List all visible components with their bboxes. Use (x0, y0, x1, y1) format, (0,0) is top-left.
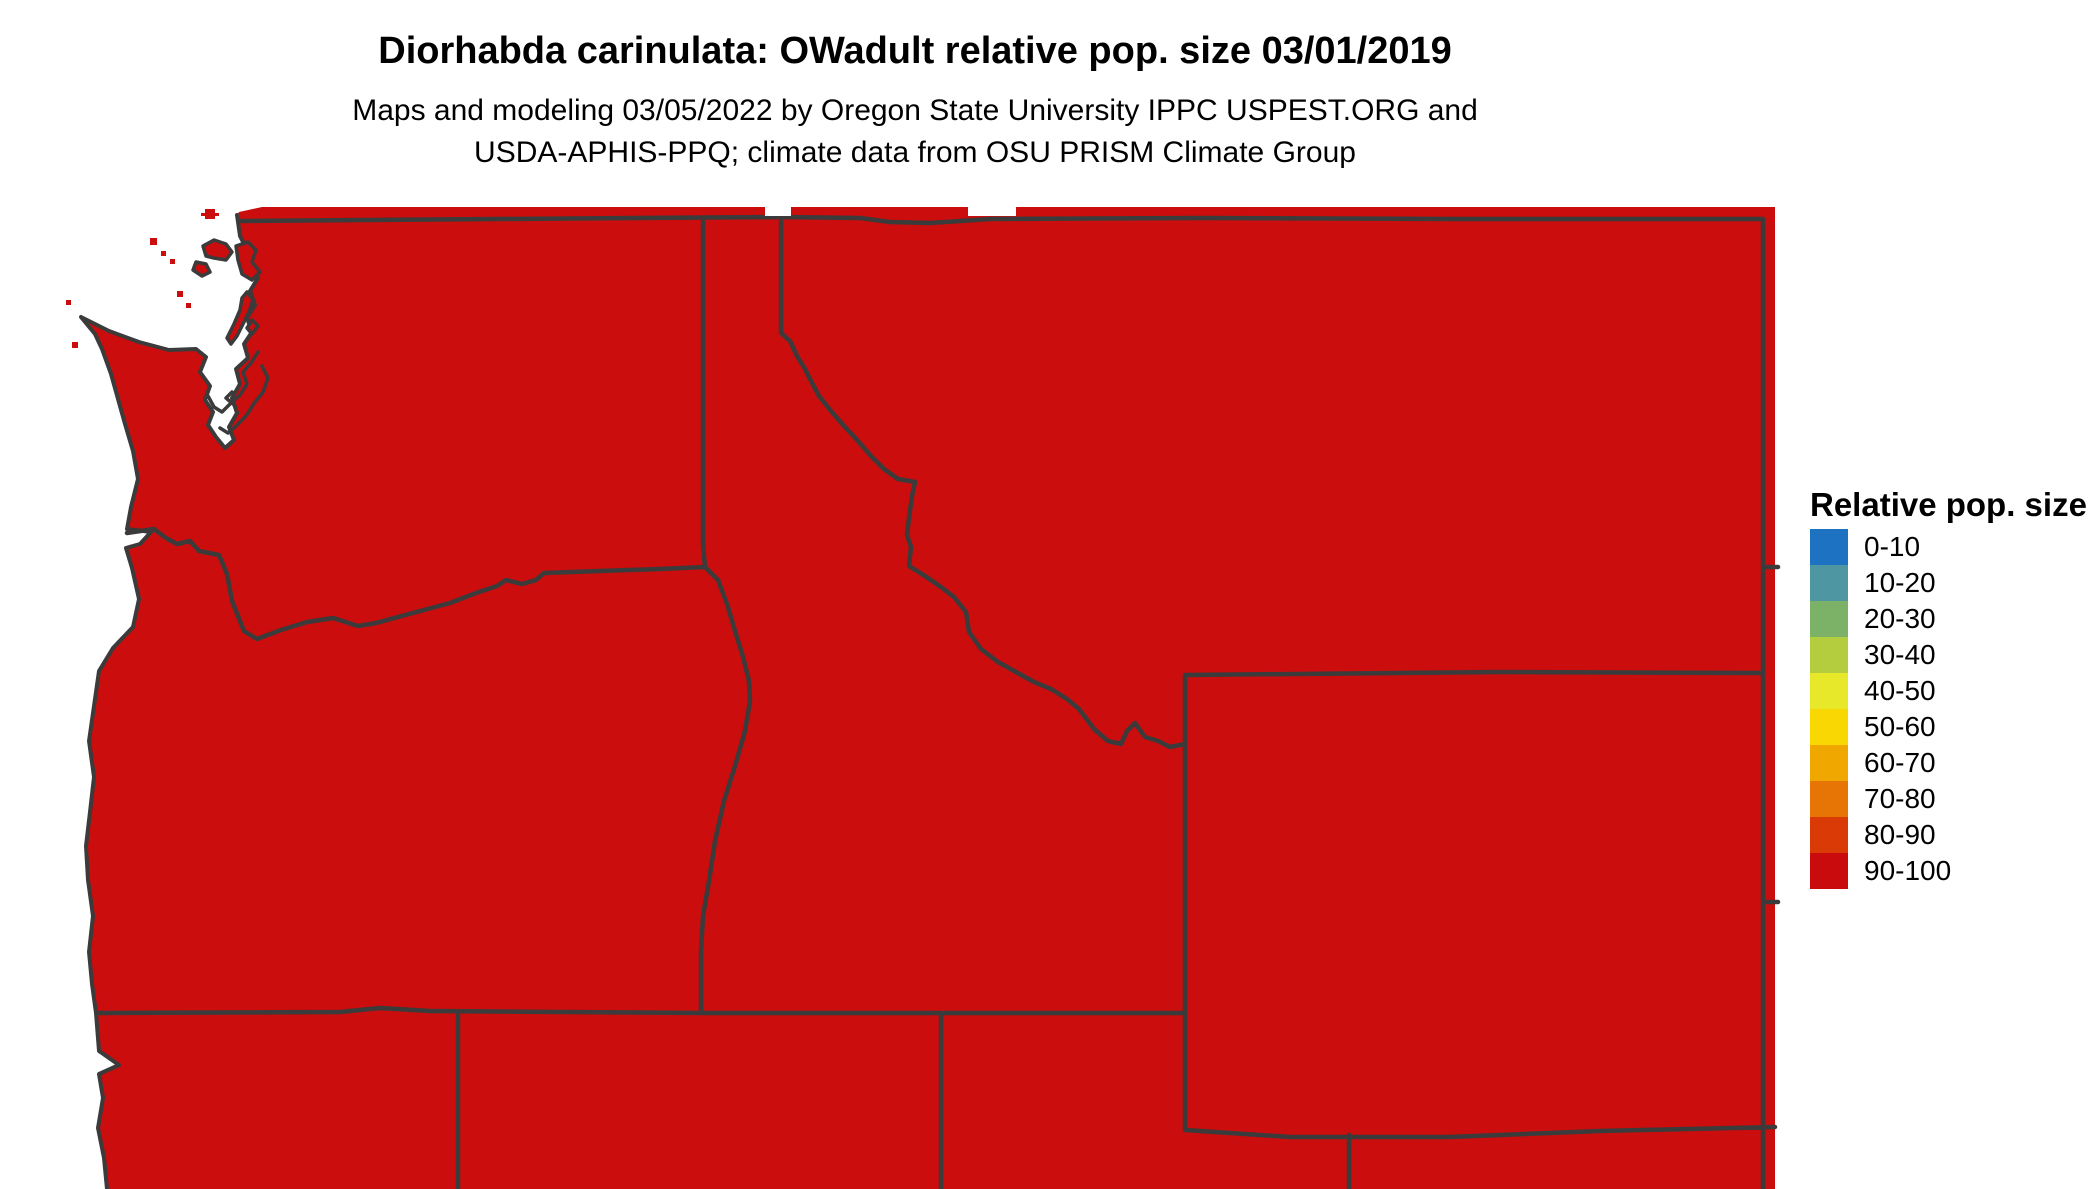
legend-row: 90-100 (1810, 853, 1951, 889)
subtitle-line-1: Maps and modeling 03/05/2022 by Oregon S… (352, 94, 1478, 127)
island (234, 240, 262, 282)
map-subtitle: Maps and modeling 03/05/2022 by Oregon S… (0, 90, 1830, 174)
islands (191, 238, 262, 346)
legend-label: 60-70 (1864, 747, 1936, 778)
legend-row: 60-70 (1810, 745, 1951, 781)
legend-row: 0-10 (1810, 529, 1951, 565)
legend-label: 80-90 (1864, 819, 1936, 850)
legend-row: 30-40 (1810, 637, 1951, 673)
legend-swatch-40-50 (1810, 673, 1848, 709)
border-water-gaps (765, 203, 1016, 216)
raster-specks (66, 209, 219, 348)
legend-label: 0-10 (1864, 531, 1921, 562)
island (191, 260, 212, 278)
island (201, 238, 234, 262)
legend-rows: 0-10 10-20 20-30 30-40 40-50 50-60 60-70 70-80 8… (1810, 529, 1951, 889)
legend-row: 80-90 (1810, 817, 1951, 853)
legend-row: 50-60 (1810, 709, 1951, 745)
legend-swatch-20-30 (1810, 601, 1848, 637)
island (225, 290, 255, 346)
south-sound-shorelines (206, 350, 270, 435)
map-landmass (81, 207, 1775, 1189)
legend-swatch-30-40 (1810, 637, 1848, 673)
legend-label: 10-20 (1864, 567, 1936, 598)
page-title: Diorhabda carinulata: OWadult relative p… (378, 30, 1452, 72)
legend-row: 20-30 (1810, 601, 1951, 637)
legend-swatch-70-80 (1810, 781, 1848, 817)
legend-label: 30-40 (1864, 639, 1936, 670)
legend-swatch-60-70 (1810, 745, 1848, 781)
legend-label: 20-30 (1864, 603, 1936, 634)
legend-row: 70-80 (1810, 781, 1951, 817)
legend-swatch-10-20 (1810, 565, 1848, 601)
legend-label: 50-60 (1864, 711, 1936, 742)
legend-swatch-80-90 (1810, 817, 1848, 853)
coastline (79, 213, 260, 1189)
legend-swatch-50-60 (1810, 709, 1848, 745)
state-borders (96, 214, 1781, 1189)
legend-swatch-0-10 (1810, 529, 1848, 565)
legend-row: 40-50 (1810, 673, 1951, 709)
legend-label: 70-80 (1864, 783, 1936, 814)
legend: Relative pop. size 0-10 10-20 20-30 30-40 40… (1810, 486, 2090, 889)
legend-title: Relative pop. size (1810, 486, 2087, 523)
legend-label: 90-100 (1864, 855, 1952, 886)
legend-row: 10-20 (1810, 565, 1951, 601)
island (245, 318, 260, 336)
legend-swatch-90-100 (1810, 853, 1848, 889)
legend-label: 40-50 (1864, 675, 1936, 706)
subtitle-line-2: USDA-APHIS-PPQ; climate data from OSU PR… (474, 136, 1356, 169)
